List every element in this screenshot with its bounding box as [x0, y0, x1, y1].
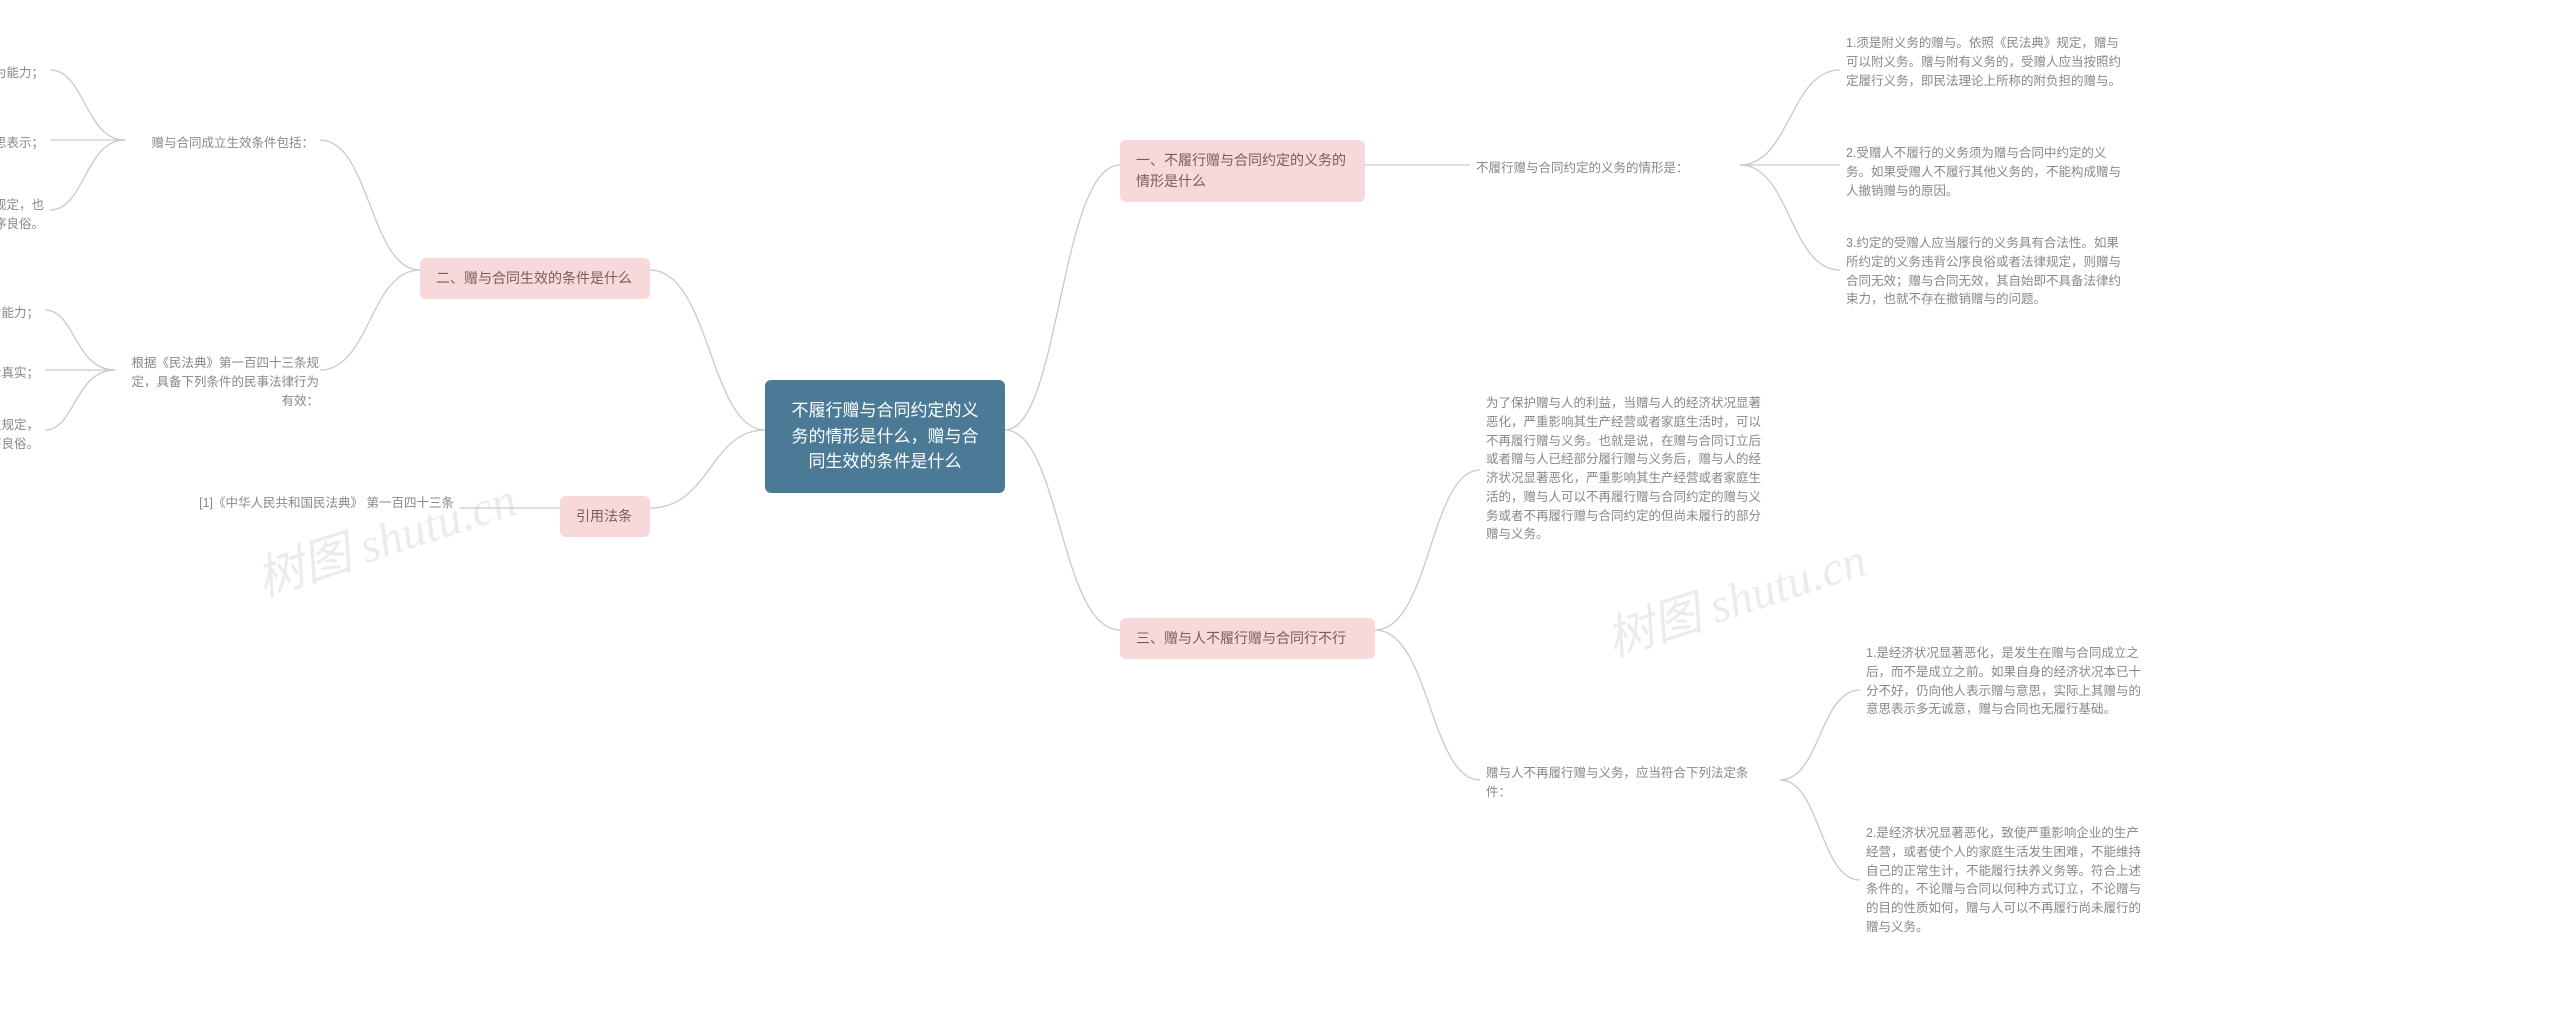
s3-item-2: 2.是经济状况显著恶化，致使严重影响企业的生产经营，或者使个人的家庭生活发生困难…	[1860, 820, 2150, 941]
s2-i1-2: 2.赠与合同是双方真实的意思表示；	[0, 130, 50, 157]
s1-item-1: 1.须是附义务的赠与。依照《民法典》规定，赠与可以附义务。赠与附有义务的，受赠人…	[1840, 30, 2130, 94]
s2-i1-3: 3.赠与合同不违反法律法规的强制性规定，也不违背公序良俗。	[0, 192, 50, 238]
section-3: 三、赠与人不履行赠与合同行不行	[1120, 618, 1375, 659]
s1-sub: 不履行赠与合同约定的义务的情形是：	[1470, 155, 1740, 182]
s2-i2-1: （一）行为人具有相应的民事行为能力；	[0, 300, 45, 327]
watermark-1: 树图 shutu.cn	[246, 460, 524, 610]
s2-i2-3: （三）不违反法律、行政法规的强制性规定，不违背公序良俗。	[0, 412, 45, 458]
s2-i1-1: 1.赠与人与受赠人具备相应的民事行为能力；	[0, 60, 50, 87]
root-node: 不履行赠与合同约定的义务的情形是什么，赠与合同生效的条件是什么	[765, 380, 1005, 493]
ref-item: [1]《中华人民共和国民法典》 第一百四十三条	[180, 490, 460, 517]
s1-item-2: 2.受赠人不履行的义务须为赠与合同中约定的义务。如果受赠人不履行其他义务的，不能…	[1840, 140, 2130, 204]
section-2: 二、赠与合同生效的条件是什么	[420, 258, 650, 299]
s2-sub2: 根据《民法典》第一百四十三条规定，具备下列条件的民事法律行为有效：	[115, 350, 325, 414]
section-1: 一、不履行赠与合同约定的义务的情形是什么	[1120, 140, 1365, 202]
s2-i2-2: （二）意思表示真实；	[0, 360, 45, 387]
s3-sub: 赠与人不再履行赠与义务，应当符合下列法定条件：	[1480, 760, 1770, 806]
s2-sub1: 赠与合同成立生效条件包括：	[125, 130, 320, 157]
s1-item-3: 3.约定的受赠人应当履行的义务具有合法性。如果所约定的义务违背公序良俗或者法律规…	[1840, 230, 2130, 313]
s3-para: 为了保护赠与人的利益，当赠与人的经济状况显著恶化，严重影响其生产经营或者家庭生活…	[1480, 390, 1770, 548]
s3-item-1: 1.是经济状况显著恶化，是发生在赠与合同成立之后，而不是成立之前。如果自身的经济…	[1860, 640, 2150, 723]
section-ref: 引用法条	[560, 496, 650, 537]
